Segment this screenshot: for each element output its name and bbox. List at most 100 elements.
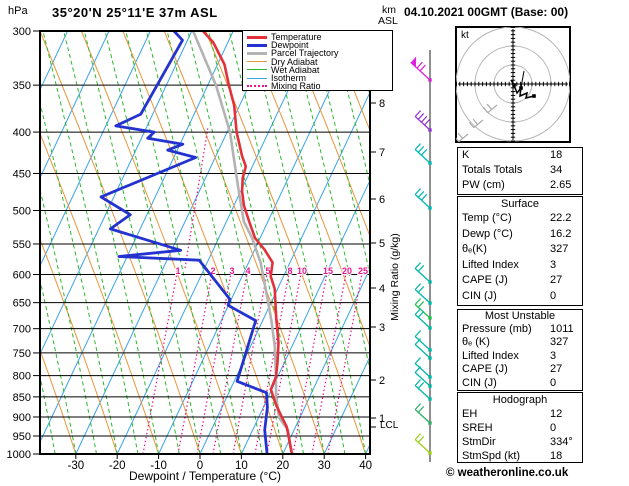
km-tick-label: 6 xyxy=(379,194,385,206)
dewpoint-curve xyxy=(99,31,269,454)
wet-adiabat-line xyxy=(42,31,139,454)
row-label: θₑ (K) xyxy=(462,336,490,349)
row-label: CAPE (J) xyxy=(462,363,508,376)
wet-adiabat-line xyxy=(145,31,242,454)
km-tick-label: 7 xyxy=(379,147,385,159)
row-value: 12 xyxy=(550,408,563,420)
mixing-ratio-value-label: 3 xyxy=(229,266,234,276)
legend: Temperature Dewpoint Parcel Trajectory D… xyxy=(242,30,393,91)
isotherm-line xyxy=(282,267,370,454)
isotherm-line xyxy=(75,31,276,454)
wind-barb xyxy=(414,338,432,360)
hodograph-unit-label: kt xyxy=(461,30,469,41)
mixing-ratio-value-label: 15 xyxy=(323,266,333,276)
wet-adiabat-line xyxy=(208,31,304,454)
wind-barb xyxy=(414,330,432,352)
wet-adiabat-line xyxy=(270,31,367,454)
dry-adiabat-line xyxy=(40,348,77,454)
model-run-datetime: 04.10.2021 00GMT (Base: 00) xyxy=(404,5,569,19)
wind-barb-column xyxy=(410,50,432,462)
wet-adiabat-line-swatch xyxy=(247,69,267,71)
legend-item-isotherm: Isotherm xyxy=(247,73,392,84)
dry-adiabat-line-swatch xyxy=(247,61,267,63)
row-value: 2.65 xyxy=(550,179,572,191)
copyright: © weatheronline.co.uk xyxy=(446,467,569,479)
hodograph-rings xyxy=(456,27,570,142)
temperature-line-swatch xyxy=(247,35,267,39)
dry-adiabat-line xyxy=(329,31,370,132)
mixing-ratio-value-label: 10 xyxy=(297,266,307,276)
table-row: θₑ(K) 327 xyxy=(458,242,582,258)
pressure-tick-label: 800 xyxy=(13,371,31,383)
isotherm-line-swatch xyxy=(247,77,267,79)
wet-adiabat-line xyxy=(187,31,284,454)
wind-barb xyxy=(414,143,432,165)
table-row: Totals Totals 34 xyxy=(458,163,582,178)
row-label: K xyxy=(462,149,470,161)
row-label: Lifted Index xyxy=(462,258,519,271)
row-label: StmSpd (kt) xyxy=(462,450,521,462)
parcel-trajectory-curve xyxy=(191,31,294,454)
row-value: 0 xyxy=(550,376,557,389)
pressure-tick-label: 650 xyxy=(13,298,31,310)
legend-item-dewpoint: Dewpoint xyxy=(247,41,392,50)
mixing-ratio-value-label: 25 xyxy=(358,266,368,276)
pressure-tick-label: 1000 xyxy=(7,449,31,461)
wind-barb xyxy=(414,188,432,210)
isotherm-line xyxy=(40,31,151,268)
mixing-ratio-value-label: 1 xyxy=(175,266,180,276)
pressure-tick-label: 900 xyxy=(13,412,31,424)
row-label: θₑ(K) xyxy=(462,243,487,255)
wind-barb xyxy=(414,308,432,330)
row-value: 18 xyxy=(550,149,563,161)
table-row: CAPE (J) 27 xyxy=(458,363,582,376)
row-value: 327 xyxy=(550,336,569,349)
plot-border xyxy=(39,30,371,455)
isotherm-line xyxy=(40,31,110,180)
plot-frame xyxy=(39,30,371,455)
row-label: Temp (°C) xyxy=(462,212,512,224)
wind-barb xyxy=(414,110,432,132)
isotherm-line xyxy=(199,91,370,454)
wet-adiabat-line xyxy=(40,101,118,454)
row-value: 27 xyxy=(550,363,563,376)
row-label: Totals Totals xyxy=(462,164,523,176)
isotherm-line xyxy=(40,31,69,91)
legend-label: Isotherm xyxy=(271,73,307,84)
hodograph-trace-marker xyxy=(532,94,536,98)
pressure-tick-label: 500 xyxy=(13,205,31,217)
pressure-tick-label: 700 xyxy=(13,324,31,336)
legend-item-parcel: Parcel Trajectory xyxy=(247,48,392,59)
axis-labels: 3003504004505005506006507007508008509009… xyxy=(7,26,386,472)
km-tick-label: 5 xyxy=(379,238,385,250)
pressure-tick-label: 750 xyxy=(13,348,31,360)
hodograph-trace-marker xyxy=(512,83,516,87)
station-title: 35°20'N 25°11'E 37m ASL xyxy=(52,5,218,20)
row-label: SREH xyxy=(462,422,493,434)
legend-label: Mixing Ratio xyxy=(271,81,321,92)
table-row: SREH 0 xyxy=(458,421,582,435)
dry-adiabat-line xyxy=(40,237,118,454)
dewpoint-line-swatch xyxy=(247,43,267,47)
temperature-tick-label: -30 xyxy=(67,460,84,472)
table-row: PW (cm) 2.65 xyxy=(458,178,582,193)
legend-label: Parcel Trajectory xyxy=(271,48,339,59)
km-tick-label: 8 xyxy=(379,98,385,110)
temperature-curve xyxy=(202,31,294,454)
mixing-ratio-line xyxy=(292,267,329,454)
mixing-ratio-value-label: 4 xyxy=(245,266,250,276)
legend-item-wet-adiabat: Wet Adiabat xyxy=(247,65,392,74)
table-row: Temp (°C) 22.2 xyxy=(458,211,582,227)
legend-label: Dry Adiabat xyxy=(271,56,318,67)
indices-table: K 18 Totals Totals 34 PW (cm) 2.65 xyxy=(457,147,583,195)
temperature-tick-label: 20 xyxy=(276,460,289,472)
lcl-label: LCL xyxy=(380,420,399,431)
pressure-tick-label: 550 xyxy=(13,239,31,251)
mixing-ratio-value-label: 5 xyxy=(265,266,270,276)
table-row: θₑ (K) 327 xyxy=(458,336,582,349)
table-row: K 18 xyxy=(458,148,582,163)
legend-item-dry-adiabat: Dry Adiabat xyxy=(247,56,392,67)
hodograph-trace-marker xyxy=(519,86,523,90)
wind-barb xyxy=(414,262,432,284)
